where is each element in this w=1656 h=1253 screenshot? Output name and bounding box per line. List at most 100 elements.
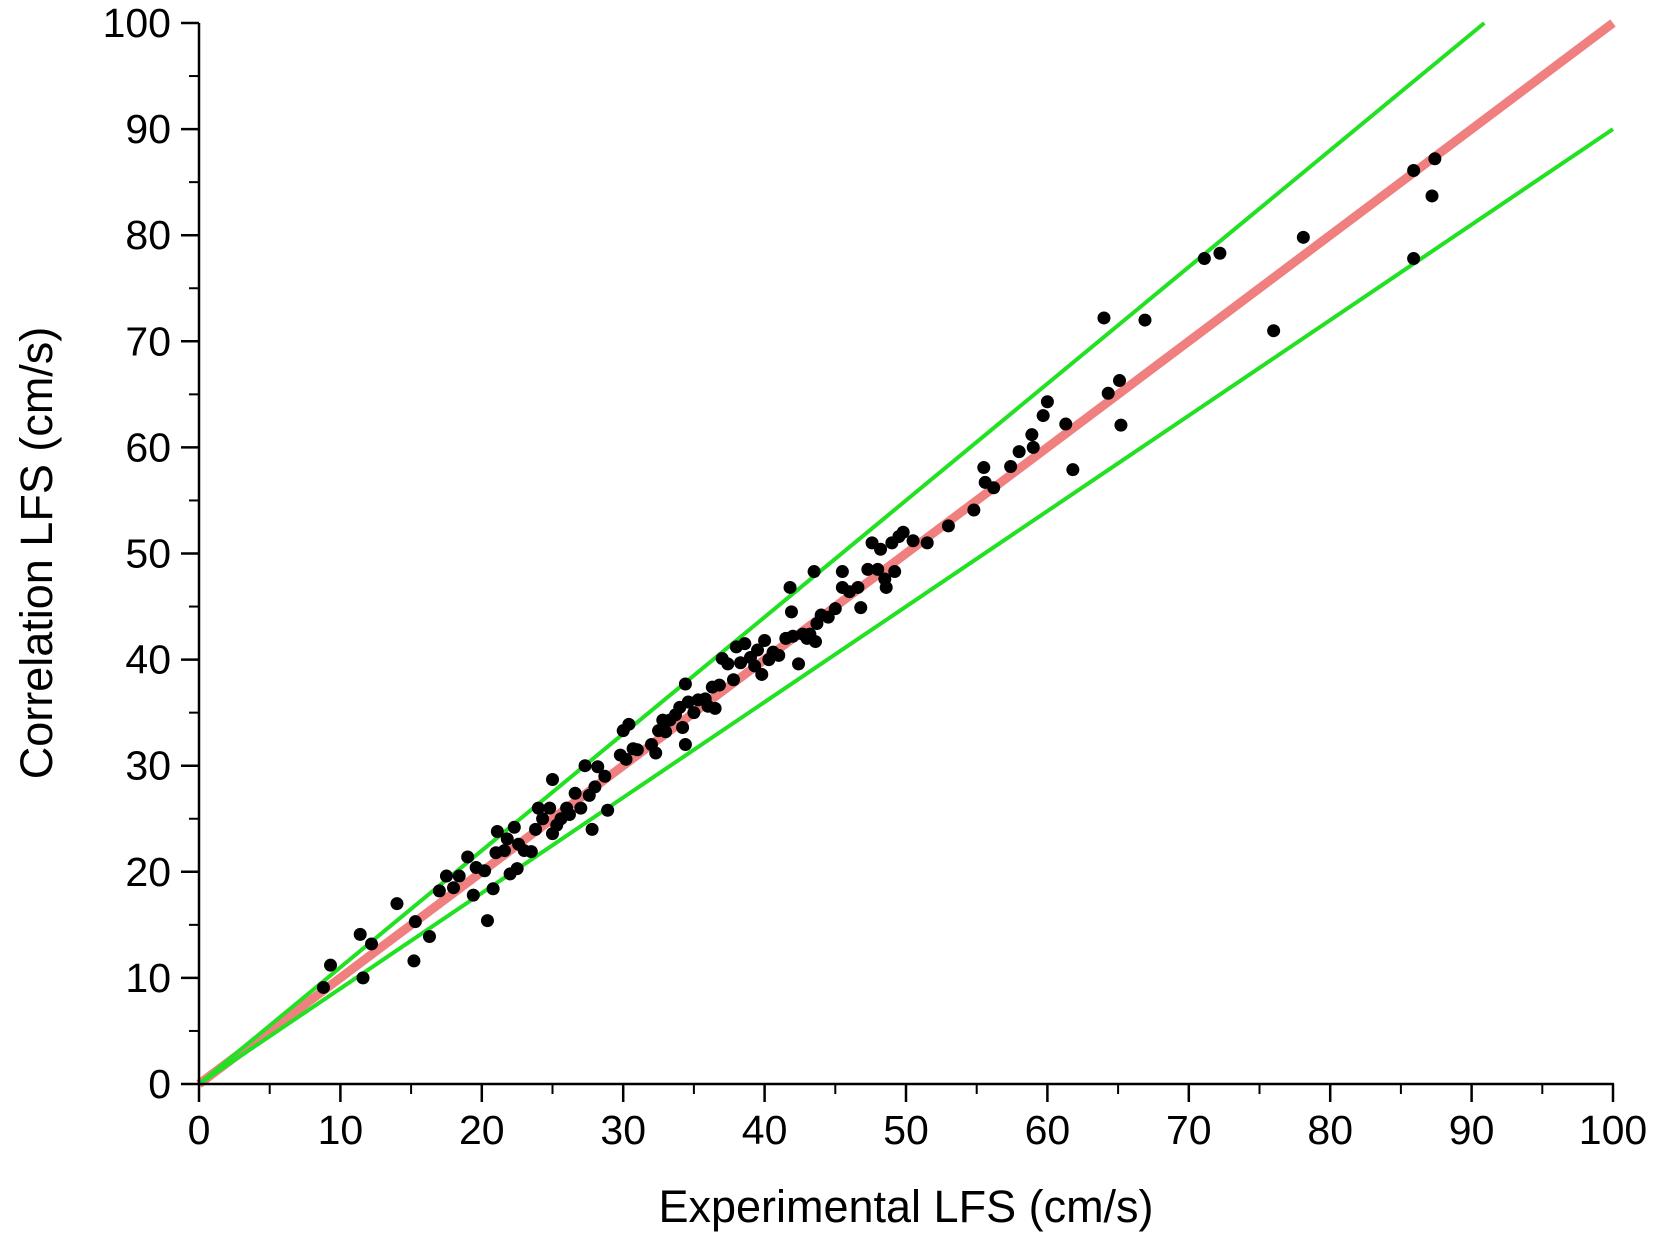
- data-point: [734, 656, 748, 670]
- data-point: [630, 743, 644, 757]
- data-point: [851, 580, 865, 594]
- y-tick-label: 50: [125, 531, 171, 577]
- data-point: [906, 534, 920, 548]
- data-point: [1026, 440, 1040, 454]
- data-point: [659, 725, 673, 739]
- data-point: [591, 760, 605, 774]
- data-point: [568, 786, 582, 800]
- data-point: [977, 461, 991, 475]
- data-point: [619, 752, 633, 766]
- data-point: [486, 882, 500, 896]
- x-tick-label: 70: [1166, 1107, 1212, 1153]
- data-point: [407, 954, 421, 968]
- data-point: [524, 845, 538, 859]
- data-point: [1197, 252, 1211, 266]
- data-point: [510, 862, 524, 876]
- data-point: [1296, 230, 1310, 244]
- y-tick-label: 60: [125, 424, 171, 470]
- identity-line: [196, 19, 1616, 1088]
- data-point: [854, 601, 868, 615]
- y-tick-label: 20: [125, 849, 171, 895]
- data-point: [1097, 311, 1111, 325]
- data-point: [1267, 324, 1281, 338]
- data-point: [786, 629, 800, 643]
- bound-line: [197, 21, 1486, 1086]
- data-point: [987, 481, 1001, 495]
- data-point: [316, 980, 330, 994]
- data-point: [712, 678, 726, 692]
- data-point: [1012, 445, 1026, 459]
- data-point: [480, 914, 494, 928]
- data-point: [1025, 428, 1039, 442]
- data-point: [687, 706, 701, 720]
- data-point: [676, 721, 690, 735]
- data-point: [809, 635, 823, 649]
- y-tick-label: 70: [125, 318, 171, 364]
- y-tick-label: 40: [125, 637, 171, 683]
- data-point: [792, 657, 806, 671]
- data-point: [1428, 152, 1442, 166]
- data-point: [772, 648, 786, 662]
- y-tick-label: 10: [125, 955, 171, 1001]
- data-point: [1113, 374, 1127, 388]
- data-point: [879, 580, 893, 594]
- data-point: [585, 822, 599, 836]
- data-point: [1066, 463, 1080, 477]
- x-tick-label: 90: [1449, 1107, 1495, 1153]
- data-point: [861, 562, 875, 576]
- data-point: [783, 580, 797, 594]
- data-point: [356, 971, 370, 985]
- x-tick-label: 60: [1025, 1107, 1071, 1153]
- data-point: [598, 769, 612, 783]
- data-point: [751, 643, 765, 657]
- data-point: [1138, 313, 1152, 327]
- data-point: [649, 746, 663, 760]
- data-point: [490, 824, 504, 838]
- data-point: [432, 884, 446, 898]
- data-point: [784, 605, 798, 619]
- data-point: [478, 864, 492, 878]
- data-point: [941, 519, 955, 533]
- data-point: [447, 881, 461, 895]
- x-tick-label: 20: [459, 1107, 505, 1153]
- data-point: [1114, 418, 1128, 432]
- data-point: [452, 869, 466, 883]
- data-point: [507, 820, 521, 834]
- data-point: [543, 801, 557, 815]
- data-point: [708, 701, 722, 715]
- data-point: [1407, 163, 1421, 177]
- data-point: [967, 503, 981, 517]
- data-point: [678, 677, 692, 691]
- bound-line: [197, 127, 1615, 1086]
- data-point: [828, 602, 842, 616]
- data-point: [726, 673, 740, 687]
- data-point: [622, 717, 636, 731]
- data-point: [721, 657, 735, 671]
- data-point: [758, 634, 772, 648]
- y-tick-label: 30: [125, 743, 171, 789]
- x-tick-label: 100: [1579, 1107, 1647, 1153]
- data-point: [1004, 459, 1018, 473]
- data-point: [531, 801, 545, 815]
- data-point: [896, 525, 910, 539]
- data-point: [681, 695, 695, 709]
- y-tick-label: 80: [125, 212, 171, 258]
- data-point: [1407, 252, 1421, 266]
- x-tick-label: 30: [600, 1107, 646, 1153]
- data-point: [1036, 409, 1050, 423]
- data-point: [874, 542, 888, 556]
- data-point: [807, 565, 821, 579]
- data-point: [755, 667, 769, 681]
- data-point: [536, 812, 550, 826]
- data-point: [439, 869, 453, 883]
- data-point: [365, 937, 379, 951]
- data-point: [461, 850, 475, 864]
- data-point: [738, 637, 752, 651]
- x-tick-label: 80: [1307, 1107, 1353, 1153]
- data-point: [546, 772, 559, 786]
- x-tick-label: 40: [742, 1107, 788, 1153]
- data-point: [324, 958, 338, 972]
- y-tick-label: 90: [125, 106, 171, 152]
- data-point: [578, 759, 592, 773]
